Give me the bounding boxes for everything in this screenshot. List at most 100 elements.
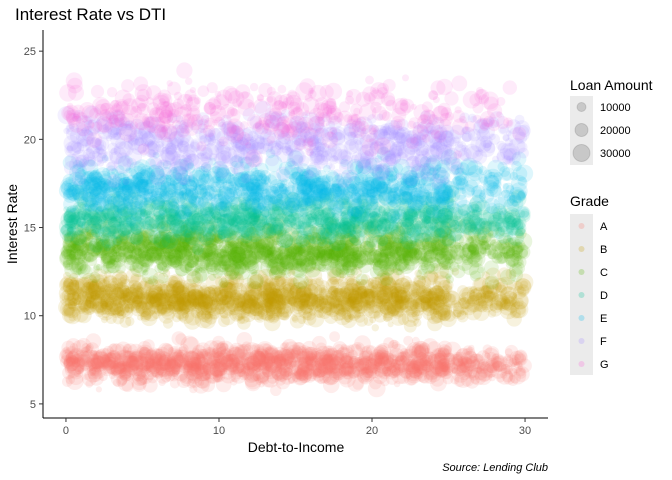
point-grade-A <box>417 367 434 384</box>
point-grade-A <box>306 363 314 371</box>
point-grade-A <box>326 354 336 364</box>
point-grade-A <box>275 374 286 386</box>
point-grade-A <box>342 355 352 365</box>
point-grade-A <box>251 361 262 372</box>
point-grade-A <box>148 361 164 377</box>
point-grade-A <box>233 344 252 363</box>
point-grade-A <box>419 354 437 372</box>
point-grade-A <box>125 355 141 371</box>
point-grade-B <box>379 301 396 319</box>
point-grade-A <box>208 340 227 358</box>
point-grade-A <box>322 370 337 385</box>
point-grade-A <box>473 353 483 363</box>
point-grade-A <box>262 366 271 375</box>
point-grade-A <box>216 367 226 376</box>
point-grade-A <box>454 370 473 388</box>
point-grade-A <box>131 377 147 393</box>
point-grade-A <box>228 342 245 360</box>
point-grade-A <box>228 354 237 363</box>
point-grade-A <box>321 367 340 386</box>
point-grade-B <box>348 291 362 305</box>
point-grade-A <box>63 346 70 354</box>
point-grade-A <box>219 348 234 363</box>
point-grade-A <box>347 365 360 379</box>
point-grade-A <box>511 356 520 366</box>
point-grade-A <box>322 354 334 366</box>
point-grade-A <box>220 353 238 371</box>
point-grade-A <box>101 357 112 368</box>
point-grade-A <box>114 349 132 367</box>
point-grade-A <box>158 354 177 373</box>
point-grade-A <box>379 350 395 366</box>
point-grade-A <box>425 366 442 383</box>
point-grade-A <box>140 365 148 373</box>
point-grade-A <box>395 356 405 366</box>
point-grade-A <box>440 358 456 373</box>
point-grade-A <box>377 351 386 360</box>
point-grade-A <box>450 356 460 366</box>
point-grade-A <box>437 364 448 375</box>
point-grade-A <box>122 366 133 377</box>
point-grade-A <box>341 361 355 375</box>
point-grade-A <box>153 363 166 376</box>
point-grade-A <box>385 356 394 365</box>
point-grade-A <box>451 361 467 377</box>
point-grade-A <box>369 363 379 373</box>
point-grade-A <box>246 359 259 372</box>
point-grade-A <box>186 366 203 384</box>
point-grade-A <box>282 370 292 381</box>
point-grade-A <box>429 353 447 371</box>
point-grade-A <box>282 341 289 348</box>
point-grade-D <box>271 219 284 232</box>
point-grade-A <box>367 354 378 364</box>
point-grade-A <box>312 368 323 379</box>
point-grade-A <box>212 359 223 369</box>
point-grade-A <box>424 365 440 381</box>
point-grade-A <box>155 348 166 359</box>
point-grade-A <box>312 367 322 377</box>
point-grade-A <box>476 361 493 378</box>
point-grade-A <box>479 364 489 374</box>
point-grade-A <box>203 350 220 367</box>
point-grade-A <box>190 359 197 367</box>
point-grade-A <box>67 364 77 374</box>
point-grade-A <box>443 341 462 360</box>
point-grade-A <box>84 356 93 364</box>
point-grade-A <box>272 367 283 377</box>
point-grade-A <box>514 353 527 366</box>
point-grade-C <box>468 245 477 254</box>
point-grade-A <box>401 351 411 361</box>
point-grade-A <box>380 376 390 387</box>
point-grade-A <box>426 364 439 378</box>
point-grade-A <box>502 355 514 368</box>
point-grade-A <box>139 346 151 359</box>
point-grade-A <box>118 363 128 372</box>
point-grade-B <box>371 324 379 332</box>
point-grade-B <box>369 316 377 324</box>
point-grade-A <box>169 378 180 389</box>
point-grade-A <box>248 349 266 367</box>
point-grade-B <box>515 298 524 307</box>
point-grade-A <box>359 371 371 383</box>
point-grade-A <box>412 367 425 379</box>
point-grade-B <box>114 306 125 317</box>
point-grade-A <box>338 362 352 376</box>
point-grade-A <box>477 361 487 371</box>
point-grade-A <box>433 352 451 370</box>
point-grade-A <box>258 361 270 374</box>
point-grade-A <box>414 358 431 375</box>
point-grade-A <box>381 365 394 378</box>
point-grade-A <box>413 344 430 360</box>
point-grade-A <box>146 359 161 375</box>
point-grade-A <box>84 344 94 354</box>
point-grade-A <box>81 350 96 365</box>
point-grade-A <box>118 364 136 381</box>
point-grade-D <box>234 220 247 232</box>
point-grade-D <box>130 232 144 246</box>
point-grade-A <box>219 368 227 376</box>
point-grade-A <box>228 362 238 373</box>
point-grade-D <box>470 216 486 233</box>
point-grade-A <box>137 349 152 364</box>
point-grade-A <box>375 352 385 362</box>
point-grade-A <box>374 355 384 365</box>
